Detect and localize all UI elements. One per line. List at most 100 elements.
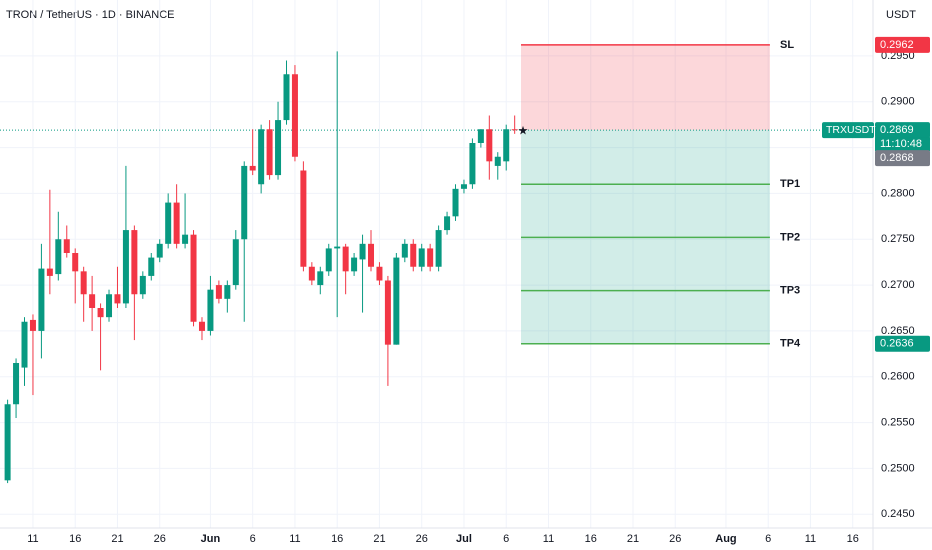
symbol-label: TRXUSDT	[826, 124, 876, 136]
x-tick-label: 16	[847, 533, 859, 545]
candle-body	[511, 129, 518, 131]
y-axis-unit: USDT	[886, 9, 916, 21]
candle-body	[460, 184, 467, 189]
candle-body	[232, 239, 239, 286]
candle-body	[148, 257, 155, 276]
symbol-tag	[822, 122, 874, 139]
candle-body	[291, 74, 298, 157]
candle-body	[190, 234, 197, 322]
candle-body	[89, 294, 96, 308]
candle-body	[207, 289, 214, 331]
y-tick-label: 0.2600	[881, 371, 915, 383]
candle-body	[4, 404, 11, 481]
candle-body	[46, 268, 53, 276]
candle-body	[13, 363, 20, 405]
x-tick-label: 26	[154, 533, 166, 545]
candle-body	[131, 230, 138, 295]
x-tick-label: 6	[250, 533, 256, 545]
candle-body	[334, 246, 341, 249]
candle-body	[317, 271, 324, 286]
candle-body	[55, 239, 62, 275]
candle-body	[351, 257, 358, 272]
price-tag-label: 0.2962	[880, 39, 914, 51]
candle-body	[97, 308, 104, 318]
candle-body	[435, 230, 442, 267]
price-tag-label: 0.2869	[880, 124, 914, 136]
candle-body	[224, 285, 231, 299]
candle-body	[156, 243, 163, 258]
candle-body	[427, 248, 434, 267]
candle-body	[308, 266, 315, 281]
candle-body	[325, 248, 332, 272]
chart-title: TRON / TetherUS · 1D · BINANCE	[6, 9, 175, 21]
candle-body	[494, 156, 501, 166]
candle-body	[122, 230, 129, 304]
price-tag	[875, 122, 930, 139]
candle-body	[198, 321, 205, 331]
candle-body	[63, 239, 70, 253]
y-tick-label: 0.2450	[881, 508, 915, 520]
candle-body	[249, 165, 256, 171]
y-tick-label: 0.2650	[881, 325, 915, 337]
x-tick-label: 16	[331, 533, 343, 545]
candle-body	[38, 268, 45, 331]
price-tag	[875, 150, 930, 167]
candle-body	[486, 129, 493, 162]
x-tick-label: 21	[373, 533, 385, 545]
candle-body	[410, 243, 417, 267]
price-tag	[875, 36, 930, 53]
price-tag-label: 0.2636	[880, 338, 914, 350]
candle-body	[258, 129, 265, 185]
candle-body	[384, 280, 391, 345]
countdown: 11:10:48	[880, 138, 922, 150]
candle-body	[165, 202, 172, 244]
candle-body	[241, 165, 248, 240]
target-label: TP2	[780, 231, 800, 243]
y-tick-label: 0.2500	[881, 462, 915, 474]
x-tick-label: 6	[503, 533, 509, 545]
y-tick-label: 0.2750	[881, 233, 915, 245]
x-tick-label: 21	[627, 533, 639, 545]
candle-body	[80, 271, 87, 295]
candle-body	[469, 143, 476, 185]
countdown-tag	[875, 137, 930, 152]
y-tick-label: 0.2900	[881, 96, 915, 108]
price-tag-label: 0.2868	[880, 152, 914, 164]
candle-body	[182, 234, 189, 244]
x-tick-label: 26	[416, 533, 428, 545]
candle-body	[444, 216, 451, 231]
x-tick-label: 11	[27, 533, 38, 545]
x-tick-label: 6	[765, 533, 771, 545]
candle-body	[503, 129, 510, 162]
x-tick-label: 16	[69, 533, 81, 545]
x-tick-label: 11	[805, 533, 816, 545]
x-tick-label: Aug	[715, 533, 736, 545]
entry-star: ★	[518, 123, 529, 137]
candle-body	[114, 294, 121, 304]
x-tick-label: 11	[543, 533, 554, 545]
candle-body	[72, 253, 79, 272]
candle-body	[106, 294, 113, 318]
candle-body	[275, 120, 282, 176]
candle-body	[359, 243, 366, 260]
candle-body	[139, 275, 146, 295]
candle-body	[21, 321, 28, 368]
candle-body	[266, 129, 273, 176]
stop-zone	[521, 44, 770, 131]
candle-body	[401, 243, 408, 258]
candle-body	[215, 285, 222, 299]
target-label: TP1	[780, 178, 800, 190]
x-tick-label: 26	[669, 533, 681, 545]
y-tick-label: 0.2800	[881, 187, 915, 199]
candle-body	[368, 243, 375, 267]
target-label: TP3	[780, 284, 800, 296]
x-tick-label: Jun	[201, 533, 221, 545]
candle-body	[452, 188, 459, 217]
candle-body	[418, 248, 425, 267]
candle-body	[29, 319, 36, 331]
candle-body	[300, 170, 307, 267]
y-tick-label: 0.2700	[881, 279, 915, 291]
candle-body	[283, 74, 290, 121]
x-tick-label: 11	[289, 533, 300, 545]
